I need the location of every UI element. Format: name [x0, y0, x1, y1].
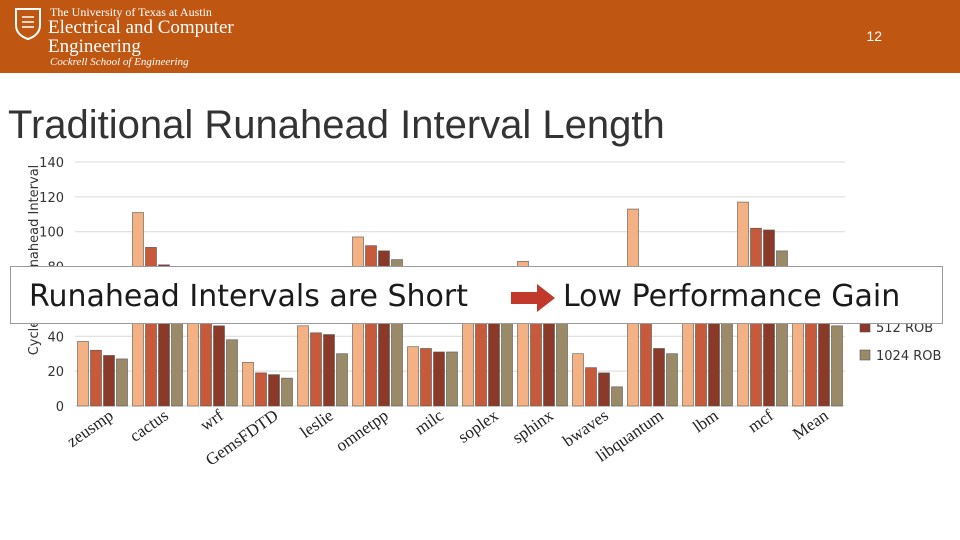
- x-tick-label: leslie: [296, 406, 336, 442]
- x-tick-label: omnetpp: [332, 406, 392, 456]
- bar: [420, 348, 432, 407]
- bar: [116, 358, 128, 407]
- bar: [666, 353, 678, 407]
- legend-label: 512 ROB: [876, 321, 933, 336]
- bar: [281, 377, 293, 407]
- bar: [501, 315, 513, 407]
- bar: [323, 334, 335, 407]
- bar: [653, 348, 665, 407]
- right-arrow-icon: [511, 284, 555, 312]
- callout-right-text: Low Performance Gain: [563, 279, 901, 314]
- bar: [776, 250, 788, 407]
- bar: [200, 309, 212, 407]
- bar: [90, 349, 102, 407]
- y-axis-label: Cycles Per Runahead Interval: [27, 165, 42, 356]
- y-tick-label: 20: [47, 365, 64, 380]
- y-tick-label: 140: [39, 156, 64, 171]
- bar: [818, 309, 830, 407]
- slide-title: Traditional Runahead Interval Length: [8, 103, 665, 147]
- y-tick-label: 100: [39, 226, 64, 241]
- bar: [517, 261, 529, 407]
- callout-box: Runahead Intervals are Short Low Perform…: [10, 266, 943, 324]
- y-tick-label: 40: [47, 330, 64, 345]
- bar: [145, 247, 157, 407]
- bar: [336, 353, 348, 407]
- x-tick-label: Mean: [789, 405, 832, 443]
- bar: [158, 264, 170, 407]
- ut-seal-icon: [15, 8, 41, 41]
- slide-number: 12: [866, 28, 882, 44]
- x-tick-label: zeusmp: [63, 406, 116, 451]
- bar: [433, 351, 445, 407]
- bar: [407, 346, 419, 407]
- x-tick-label: lbm: [689, 406, 722, 437]
- bar: [446, 351, 458, 407]
- department-name-line2: Engineering: [48, 36, 141, 57]
- bar: [103, 355, 115, 407]
- bar: [488, 309, 500, 407]
- bar: [226, 339, 238, 407]
- y-tick-label: 120: [39, 191, 64, 206]
- bar: [310, 332, 322, 407]
- x-tick-label: soplex: [455, 405, 503, 446]
- legend-label: 1024 ROB: [876, 349, 941, 364]
- bar: [378, 250, 390, 407]
- bar: [213, 325, 225, 407]
- bar: [556, 315, 568, 407]
- bar: [831, 325, 843, 407]
- bar: [77, 341, 89, 407]
- callout-left-text: Runahead Intervals are Short: [29, 279, 468, 314]
- school-name: Cockrell School of Engineering: [50, 56, 189, 68]
- x-tick-label: milc: [411, 405, 447, 438]
- bar: [242, 362, 254, 407]
- bar: [611, 386, 623, 407]
- y-tick-label: 0: [56, 400, 64, 415]
- bar: [585, 367, 597, 407]
- x-tick-label: cactus: [126, 406, 172, 446]
- bar: [572, 353, 584, 407]
- department-name-line1: Electrical and Computer: [48, 17, 234, 38]
- bar: [297, 325, 309, 407]
- university-name: The University of Texas at Austin: [50, 5, 212, 19]
- bar-chart: 0204080100120140Cycles Per Runahead Inte…: [27, 156, 941, 469]
- bar: [391, 259, 403, 407]
- x-tick-label: mcf: [744, 406, 777, 437]
- header-banner: The University of Texas at Austin Electr…: [0, 0, 960, 73]
- x-tick-label: sphinx: [509, 405, 557, 447]
- bar: [268, 374, 280, 407]
- bar: [365, 245, 377, 407]
- bar: [598, 372, 610, 407]
- bar: [543, 309, 555, 407]
- bar: [255, 372, 267, 407]
- legend-swatch: [859, 349, 871, 361]
- x-tick-label: wrf: [197, 406, 228, 435]
